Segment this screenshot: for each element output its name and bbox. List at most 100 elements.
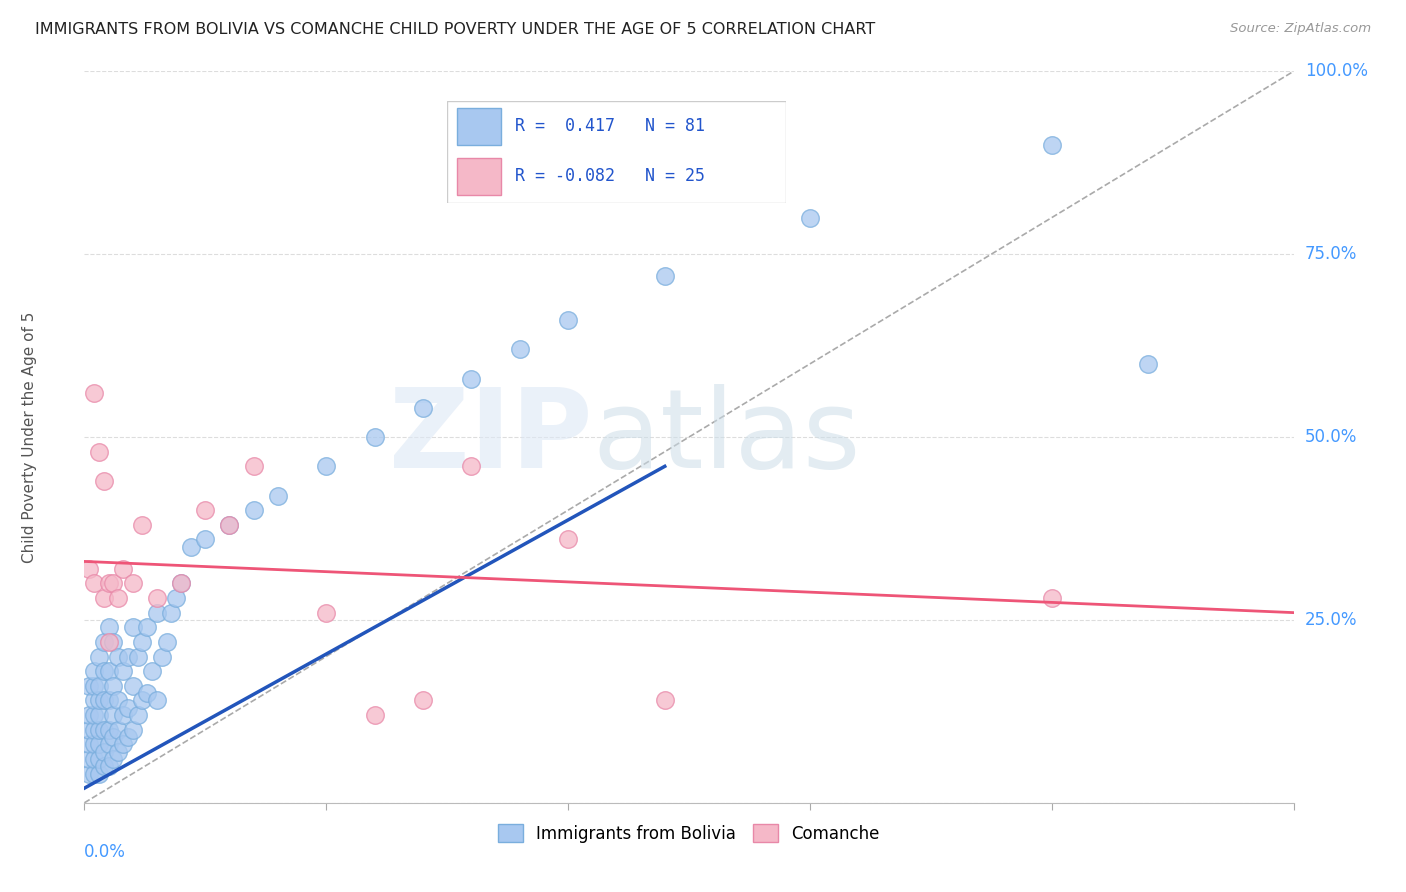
Point bbox=[97, 723, 120, 737]
Point bbox=[146, 606, 169, 620]
Point bbox=[103, 752, 125, 766]
Point bbox=[242, 459, 264, 474]
Point bbox=[363, 708, 385, 723]
Point bbox=[93, 759, 115, 773]
Point bbox=[412, 693, 434, 707]
Point bbox=[799, 211, 821, 225]
Point bbox=[412, 401, 434, 415]
Point bbox=[165, 591, 187, 605]
Point bbox=[93, 723, 115, 737]
Point bbox=[131, 635, 153, 649]
Point bbox=[83, 576, 105, 591]
Point bbox=[117, 700, 139, 714]
Point bbox=[93, 474, 115, 488]
Point bbox=[83, 737, 105, 751]
Point bbox=[87, 752, 110, 766]
Point bbox=[654, 693, 676, 707]
Point bbox=[112, 737, 135, 751]
Point bbox=[87, 679, 110, 693]
Point bbox=[97, 664, 120, 678]
Point bbox=[112, 664, 135, 678]
Point bbox=[557, 533, 579, 547]
Point bbox=[87, 708, 110, 723]
Point bbox=[103, 576, 125, 591]
Point bbox=[87, 737, 110, 751]
Point bbox=[87, 723, 110, 737]
Point bbox=[87, 649, 110, 664]
Point bbox=[87, 766, 110, 780]
Point bbox=[97, 693, 120, 707]
Point bbox=[77, 708, 100, 723]
Point bbox=[93, 664, 115, 678]
Point bbox=[363, 430, 385, 444]
Text: 75.0%: 75.0% bbox=[1305, 245, 1357, 263]
Point bbox=[460, 459, 482, 474]
Point bbox=[194, 503, 217, 517]
Text: 0.0%: 0.0% bbox=[84, 843, 127, 861]
Point bbox=[146, 693, 169, 707]
Text: 100.0%: 100.0% bbox=[1305, 62, 1368, 80]
Point bbox=[97, 635, 120, 649]
Point bbox=[103, 679, 125, 693]
Point bbox=[121, 679, 143, 693]
Point bbox=[121, 723, 143, 737]
Point bbox=[150, 649, 173, 664]
Point bbox=[127, 708, 149, 723]
Point bbox=[103, 708, 125, 723]
Point bbox=[121, 620, 143, 634]
Point bbox=[83, 679, 105, 693]
Point bbox=[127, 649, 149, 664]
Point bbox=[112, 562, 135, 576]
Point bbox=[242, 503, 264, 517]
Point bbox=[141, 664, 163, 678]
Point bbox=[103, 730, 125, 744]
Point bbox=[194, 533, 217, 547]
Point bbox=[83, 664, 105, 678]
Point bbox=[170, 576, 193, 591]
Text: IMMIGRANTS FROM BOLIVIA VS COMANCHE CHILD POVERTY UNDER THE AGE OF 5 CORRELATION: IMMIGRANTS FROM BOLIVIA VS COMANCHE CHIL… bbox=[35, 22, 876, 37]
Point bbox=[131, 693, 153, 707]
Point bbox=[97, 620, 120, 634]
Point bbox=[315, 606, 337, 620]
Point bbox=[83, 708, 105, 723]
Point bbox=[1040, 591, 1063, 605]
Point bbox=[146, 591, 169, 605]
Point bbox=[170, 576, 193, 591]
Point bbox=[1137, 357, 1160, 371]
Point bbox=[160, 606, 183, 620]
Point bbox=[77, 737, 100, 751]
Point bbox=[557, 313, 579, 327]
Text: Source: ZipAtlas.com: Source: ZipAtlas.com bbox=[1230, 22, 1371, 36]
Point bbox=[218, 517, 240, 532]
Point bbox=[93, 693, 115, 707]
Point bbox=[83, 723, 105, 737]
Point bbox=[509, 343, 531, 357]
Point bbox=[103, 635, 125, 649]
Point bbox=[83, 752, 105, 766]
Point bbox=[93, 745, 115, 759]
Legend: Immigrants from Bolivia, Comanche: Immigrants from Bolivia, Comanche bbox=[492, 818, 886, 849]
Point bbox=[97, 759, 120, 773]
Text: 50.0%: 50.0% bbox=[1305, 428, 1357, 446]
Text: 25.0%: 25.0% bbox=[1305, 611, 1357, 629]
Point bbox=[180, 540, 202, 554]
Text: Child Poverty Under the Age of 5: Child Poverty Under the Age of 5 bbox=[22, 311, 38, 563]
Point bbox=[87, 693, 110, 707]
Point bbox=[77, 562, 100, 576]
Point bbox=[97, 737, 120, 751]
Point bbox=[107, 745, 129, 759]
Point bbox=[97, 576, 120, 591]
Point bbox=[83, 386, 105, 401]
Point bbox=[117, 730, 139, 744]
Point bbox=[117, 649, 139, 664]
Point bbox=[77, 766, 100, 780]
Point bbox=[107, 693, 129, 707]
Point bbox=[107, 723, 129, 737]
Point bbox=[93, 635, 115, 649]
Point bbox=[77, 723, 100, 737]
Point bbox=[77, 679, 100, 693]
Point bbox=[1040, 137, 1063, 152]
Point bbox=[83, 693, 105, 707]
Text: atlas: atlas bbox=[592, 384, 860, 491]
Point bbox=[136, 620, 159, 634]
